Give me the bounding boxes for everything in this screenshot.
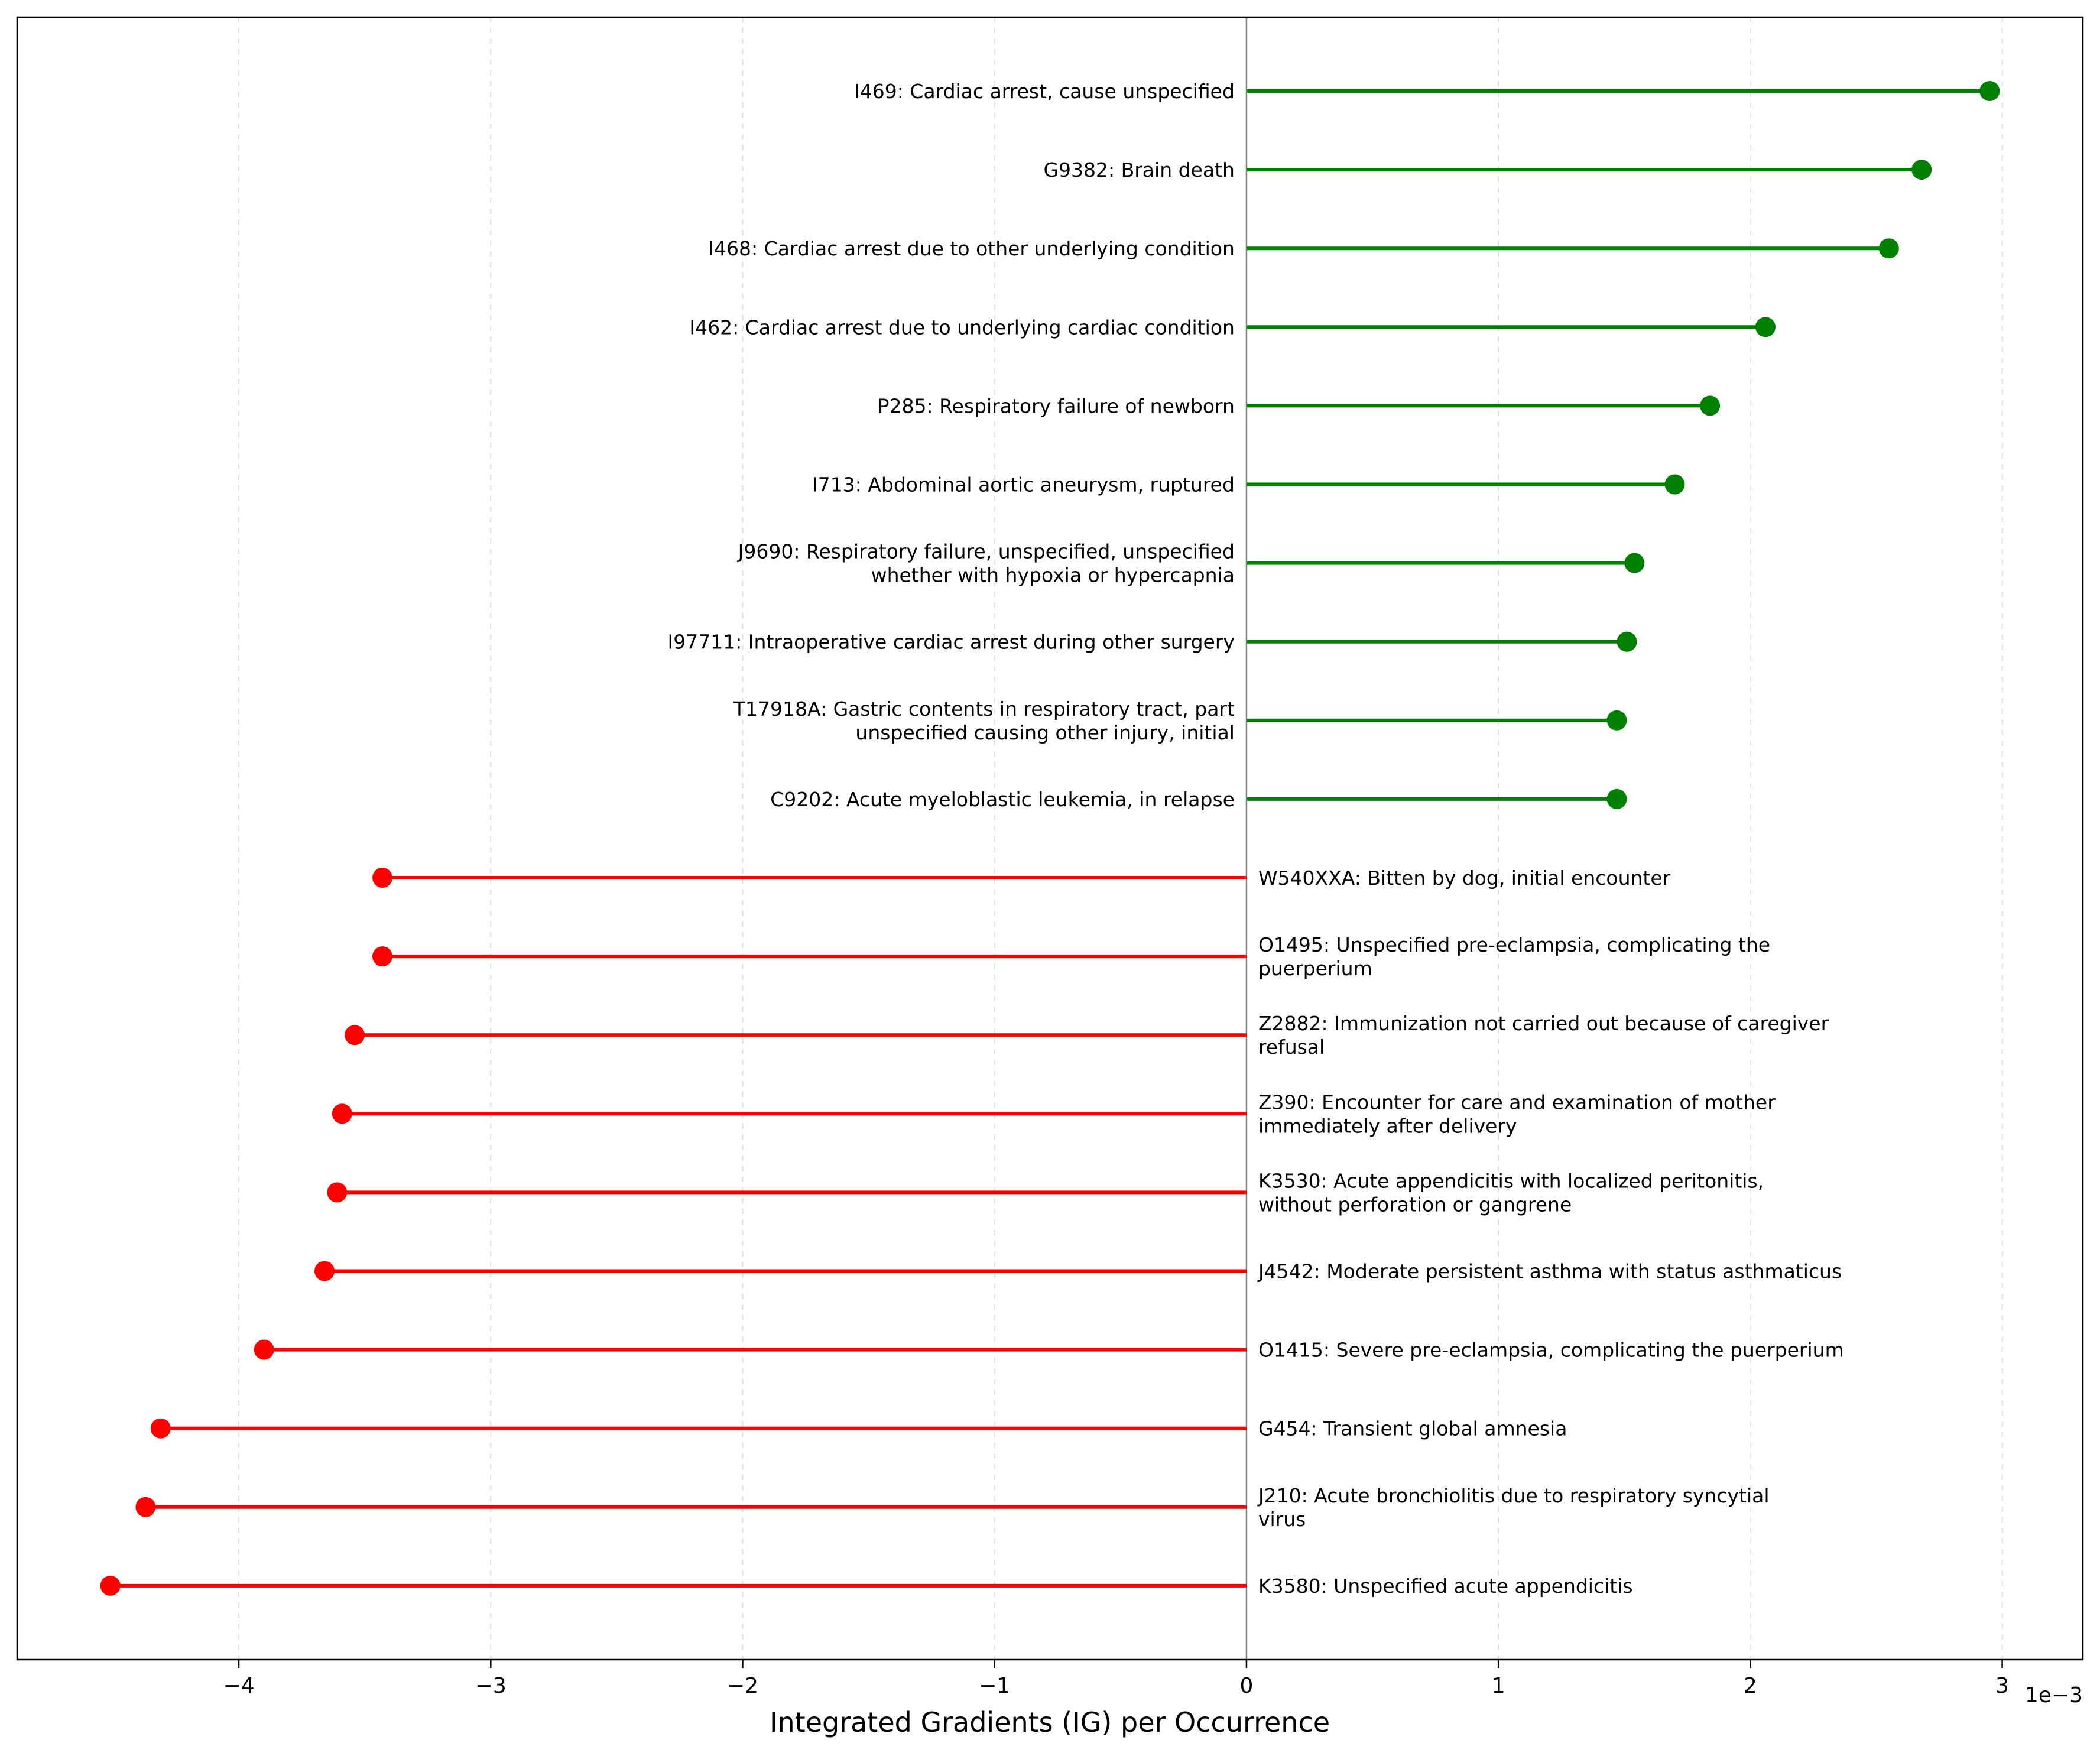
dot	[1979, 81, 2000, 101]
lollipop-item: J210: Acute bronchiolitis due to respira…	[135, 1484, 1770, 1531]
marks: I469: Cardiac arrest, cause unspecified G…	[100, 80, 2000, 1598]
item-label: O1495: Unspecified pre-eclampsia, compli…	[1258, 933, 1770, 956]
lollipop-item: I97711: Intraoperative cardiac arrest du…	[667, 631, 1637, 654]
item-label: C9202: Acute myeloblastic leukemia, in r…	[770, 788, 1235, 811]
item-label: P285: Respiratory failure of newborn	[878, 394, 1235, 417]
x-axis-label: Integrated Gradients (IG) per Occurrence	[770, 1706, 1330, 1738]
item-label: Z2882: Immunization not carried out beca…	[1258, 1012, 1829, 1035]
x-scale-label: 1e−3	[2025, 1683, 2083, 1708]
lollipop-item: G454: Transient global amnesia	[150, 1417, 1567, 1440]
x-tick-label: −1	[979, 1674, 1010, 1698]
item-label: O1415: Severe pre-eclampsia, complicatin…	[1258, 1339, 1844, 1362]
lollipop-item: J4542: Moderate persistent asthma with s…	[314, 1260, 1842, 1283]
dot	[1755, 317, 1776, 337]
dot	[254, 1339, 274, 1360]
item-label: G9382: Brain death	[1043, 158, 1235, 181]
item-label: immediately after delivery	[1258, 1114, 1517, 1137]
x-tick-label: 3	[1995, 1674, 2009, 1698]
dot	[327, 1182, 348, 1203]
x-tick-label: 0	[1239, 1674, 1253, 1698]
item-label: W540XXA: Bitten by dog, initial encounte…	[1258, 866, 1671, 890]
item-label: Z390: Encounter for care and examination…	[1258, 1090, 1776, 1114]
dot	[100, 1575, 121, 1596]
dot	[1624, 553, 1645, 573]
lollipop-item: I713: Abdominal aortic aneurysm, rupture…	[812, 473, 1685, 496]
dot	[345, 1025, 365, 1046]
dot	[332, 1103, 352, 1124]
dot	[1606, 788, 1627, 809]
lollipop-item: J9690: Respiratory failure, unspecified,…	[737, 540, 1645, 587]
x-tick-label: 1	[1492, 1674, 1505, 1698]
item-label: I713: Abdominal aortic aneurysm, rupture…	[812, 473, 1235, 496]
lollipop-item: O1415: Severe pre-eclampsia, complicatin…	[254, 1339, 1844, 1362]
lollipop-item: Z390: Encounter for care and examination…	[332, 1090, 1776, 1137]
item-label: puerperium	[1258, 957, 1372, 980]
item-label: I97711: Intraoperative cardiac arrest du…	[667, 631, 1234, 654]
lollipop-item: O1495: Unspecified pre-eclampsia, compli…	[372, 933, 1770, 980]
item-label: virus	[1258, 1508, 1306, 1531]
dot	[1878, 238, 1899, 259]
dot	[372, 946, 393, 967]
lollipop-item: T17918A: Gastric contents in respiratory…	[733, 697, 1627, 744]
dot	[135, 1497, 156, 1517]
item-label: whether with hypoxia or hypercapnia	[871, 564, 1235, 587]
dot	[1911, 160, 1932, 180]
item-label: J210: Acute bronchiolitis due to respira…	[1257, 1484, 1770, 1507]
item-label: I469: Cardiac arrest, cause unspecified	[854, 80, 1235, 103]
lollipop-item: P285: Respiratory failure of newborn	[878, 394, 1721, 417]
lollipop-item: G9382: Brain death	[1043, 158, 1932, 181]
lollipop-item: K3530: Acute appendicitis with localized…	[327, 1169, 1764, 1216]
lollipop-item: Z2882: Immunization not carried out beca…	[345, 1012, 1829, 1059]
dot	[1664, 474, 1685, 495]
dot	[372, 868, 393, 888]
x-tick-label: −3	[475, 1674, 507, 1698]
x-axis: −4 −3 −2 −1 0 1 2 3	[223, 1660, 2009, 1698]
lollipop-item: I469: Cardiac arrest, cause unspecified	[854, 80, 2000, 103]
dot	[1606, 710, 1627, 731]
dot	[1700, 395, 1721, 416]
grid	[238, 17, 2003, 1660]
lollipop-item: K3580: Unspecified acute appendicitis	[100, 1575, 1633, 1598]
lollipop-item: W540XXA: Bitten by dog, initial encounte…	[372, 866, 1671, 890]
lollipop-item: I468: Cardiac arrest due to other underl…	[708, 237, 1899, 260]
item-label: G454: Transient global amnesia	[1258, 1417, 1567, 1440]
item-label: I462: Cardiac arrest due to underlying c…	[689, 316, 1235, 339]
item-label: T17918A: Gastric contents in respiratory…	[733, 697, 1235, 720]
lollipop-item: I462: Cardiac arrest due to underlying c…	[689, 316, 1776, 339]
x-tick-label: −4	[223, 1674, 255, 1698]
item-label: refusal	[1258, 1036, 1325, 1059]
item-label: K3530: Acute appendicitis with localized…	[1258, 1169, 1764, 1192]
dot	[150, 1418, 171, 1439]
x-tick-label: −2	[727, 1674, 758, 1698]
dot	[1617, 631, 1637, 652]
item-label: I468: Cardiac arrest due to other underl…	[708, 237, 1235, 260]
item-label: without perforation or gangrene	[1258, 1193, 1572, 1216]
dot	[314, 1261, 335, 1281]
item-label: J4542: Moderate persistent asthma with s…	[1257, 1260, 1842, 1283]
plot-frame	[16, 16, 2084, 1661]
item-label: J9690: Respiratory failure, unspecified,…	[737, 540, 1235, 563]
lollipop-item: C9202: Acute myeloblastic leukemia, in r…	[770, 788, 1627, 811]
x-tick-label: 2	[1744, 1674, 1757, 1698]
item-label: unspecified causing other injury, initia…	[855, 721, 1235, 744]
item-label: K3580: Unspecified acute appendicitis	[1258, 1575, 1633, 1598]
